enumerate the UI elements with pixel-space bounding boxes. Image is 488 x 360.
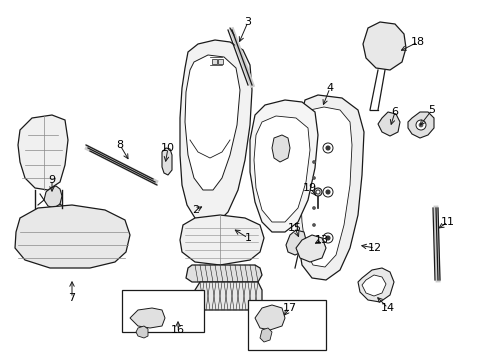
- Polygon shape: [180, 215, 264, 265]
- Circle shape: [312, 176, 315, 180]
- Text: 7: 7: [68, 293, 76, 303]
- Polygon shape: [15, 205, 130, 268]
- Text: 11: 11: [440, 217, 454, 227]
- Text: 1: 1: [244, 233, 251, 243]
- Text: 19: 19: [303, 183, 316, 193]
- Polygon shape: [357, 268, 393, 302]
- Circle shape: [325, 236, 329, 240]
- Text: 13: 13: [314, 235, 328, 245]
- Circle shape: [415, 120, 425, 130]
- Polygon shape: [361, 275, 385, 296]
- Text: 9: 9: [48, 175, 56, 185]
- Text: 5: 5: [427, 105, 435, 115]
- Polygon shape: [362, 22, 405, 70]
- Polygon shape: [254, 305, 285, 330]
- Circle shape: [312, 224, 315, 226]
- Text: 4: 4: [326, 83, 333, 93]
- Polygon shape: [295, 235, 325, 262]
- Polygon shape: [44, 186, 62, 208]
- Circle shape: [312, 207, 315, 210]
- Polygon shape: [285, 230, 305, 255]
- Circle shape: [325, 146, 329, 150]
- Polygon shape: [299, 107, 351, 267]
- Polygon shape: [271, 135, 289, 162]
- Polygon shape: [253, 116, 309, 222]
- Polygon shape: [249, 100, 317, 232]
- Text: 2: 2: [192, 205, 199, 215]
- Bar: [212, 59, 217, 64]
- Polygon shape: [180, 40, 251, 224]
- Bar: [218, 59, 223, 64]
- Circle shape: [312, 161, 315, 163]
- Bar: [122, 290, 203, 332]
- Circle shape: [323, 143, 332, 153]
- Polygon shape: [295, 95, 363, 280]
- Polygon shape: [136, 326, 148, 338]
- Polygon shape: [195, 282, 262, 310]
- Text: 10: 10: [161, 143, 175, 153]
- Text: 14: 14: [380, 303, 394, 313]
- Text: 8: 8: [116, 140, 123, 150]
- Polygon shape: [184, 55, 240, 190]
- Text: 12: 12: [367, 243, 381, 253]
- Text: 6: 6: [391, 107, 398, 117]
- Text: 18: 18: [410, 37, 424, 47]
- Bar: [247, 300, 325, 350]
- Polygon shape: [260, 328, 271, 342]
- Text: 16: 16: [171, 325, 184, 335]
- Circle shape: [418, 123, 422, 127]
- Circle shape: [323, 187, 332, 197]
- Polygon shape: [377, 112, 399, 136]
- Circle shape: [323, 233, 332, 243]
- Text: 17: 17: [283, 303, 296, 313]
- Circle shape: [325, 190, 329, 194]
- Circle shape: [315, 190, 319, 194]
- Polygon shape: [407, 112, 433, 138]
- Text: 15: 15: [287, 223, 302, 233]
- Polygon shape: [18, 115, 68, 190]
- Polygon shape: [162, 148, 172, 175]
- Polygon shape: [185, 265, 262, 282]
- Circle shape: [313, 188, 321, 196]
- Text: 3: 3: [244, 17, 251, 27]
- Polygon shape: [130, 308, 164, 328]
